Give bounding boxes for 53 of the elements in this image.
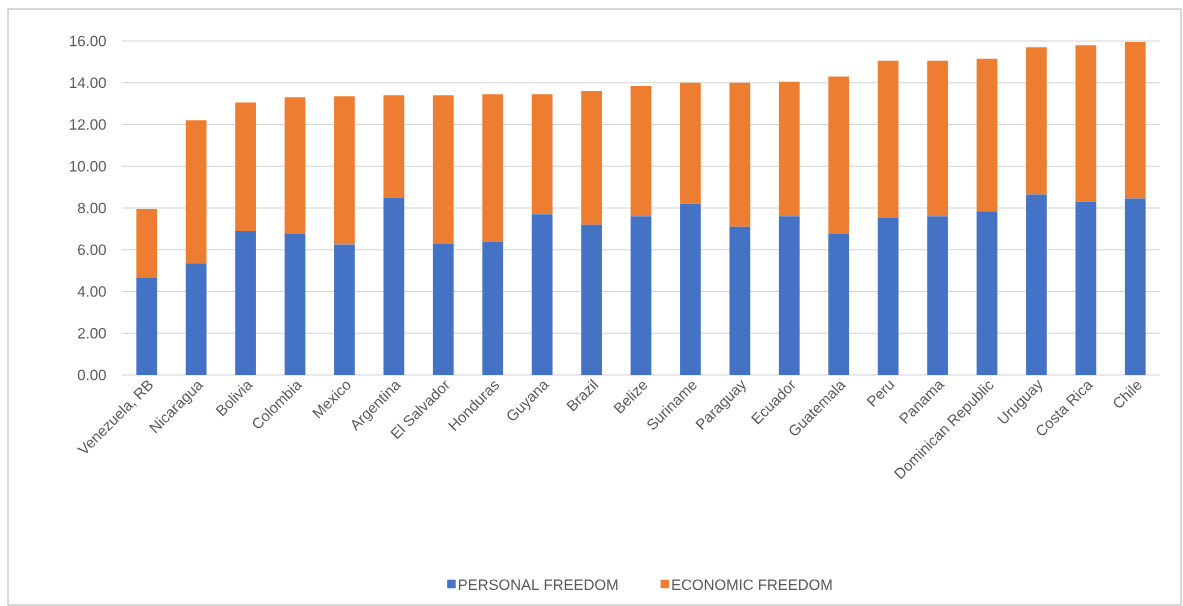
bar <box>432 95 454 244</box>
bar <box>235 230 256 375</box>
bar <box>927 216 948 375</box>
bar <box>185 263 207 375</box>
bar <box>482 241 504 375</box>
y-tick-label: 6.00 <box>78 244 106 256</box>
bar <box>828 76 850 235</box>
bar <box>729 82 751 227</box>
bar <box>136 209 158 278</box>
bar <box>531 214 553 375</box>
bar <box>581 224 602 375</box>
y-tick-label: 14.00 <box>70 77 106 89</box>
bar <box>334 244 355 375</box>
bar <box>383 95 405 198</box>
bar <box>976 58 998 212</box>
bar <box>531 94 553 215</box>
bar <box>927 60 948 217</box>
bar <box>284 234 306 375</box>
y-tick-label: 10.00 <box>70 160 106 172</box>
bar <box>877 60 899 218</box>
bar <box>581 91 602 225</box>
bar <box>828 234 850 375</box>
bar <box>877 217 899 375</box>
y-tick-label: 8.00 <box>77 202 106 214</box>
bar <box>1124 198 1146 375</box>
legend-label: PERSONAL FREEDOM <box>458 579 618 591</box>
bar <box>334 96 355 245</box>
bar <box>1075 201 1097 375</box>
bar <box>778 81 800 217</box>
bar <box>630 216 652 375</box>
bar <box>976 211 998 375</box>
bar <box>1075 45 1097 202</box>
bar <box>482 94 504 242</box>
y-tick-label: 0.00 <box>77 369 106 381</box>
y-tick-label: 4.00 <box>77 286 106 297</box>
y-tick-label: 2.00 <box>78 327 106 339</box>
bar <box>136 277 158 375</box>
bar <box>729 226 751 375</box>
bar <box>680 82 701 204</box>
bar <box>680 203 701 375</box>
y-tick-label: 12.00 <box>70 119 106 130</box>
legend-label: ECONOMIC FREEDOM <box>672 579 832 591</box>
bar <box>778 216 800 375</box>
bar <box>235 102 256 231</box>
bar <box>284 97 306 235</box>
bar <box>383 197 405 375</box>
bar <box>1124 42 1146 199</box>
bar <box>185 120 207 264</box>
bar <box>630 85 652 217</box>
bar <box>432 243 454 375</box>
y-tick-label: 16.00 <box>70 35 106 47</box>
bar <box>1026 194 1047 375</box>
bar <box>1026 47 1047 195</box>
